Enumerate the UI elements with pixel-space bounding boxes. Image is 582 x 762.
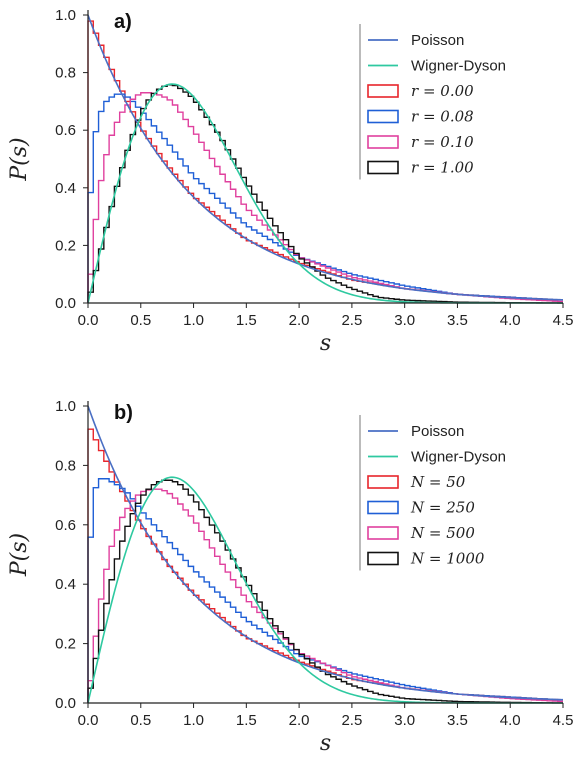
legend-label-r-1-00: r = 1.00	[411, 159, 474, 177]
y-tick-label: 0.6	[55, 122, 76, 139]
x-tick-label: 4.5	[553, 312, 574, 329]
histogram-n-50	[87, 428, 563, 703]
y-axis-label: P(s)	[7, 137, 32, 181]
legend-label-n-1000: N = 1000	[410, 550, 485, 568]
x-tick-label: 4.5	[553, 712, 574, 729]
y-tick-label: 0.0	[55, 295, 76, 312]
x-tick-label: 0.0	[78, 312, 99, 329]
y-tick-label: 1.0	[55, 7, 76, 24]
y-axis-label: P(s)	[7, 533, 32, 577]
chart-panel-2: 0.0 0.5 1.0 1.5 2.0 2.5 3.0 3.5 4.0 4.5 0.0 0.2 0.4 0…	[7, 398, 573, 756]
y-tick-label: 0.4	[55, 576, 76, 593]
x-tick-label: 0.5	[130, 312, 151, 329]
legend-swatch-r-0-08	[367, 109, 399, 124]
histogram-n-1000	[87, 479, 563, 704]
legend-swatch-n-500	[367, 526, 399, 540]
legend-label-n-50: N = 50	[410, 473, 466, 491]
x-tick-label: 2.5	[341, 312, 362, 329]
x-tick-label: 3.0	[394, 312, 415, 329]
chart-panel-1: 0.0 0.5 1.0 1.5 2.0 2.5 3.0 3.5 4.0 4.5 0.0 0.2 0.4 0…	[7, 7, 573, 356]
legend-swatch-n-1000	[367, 551, 399, 566]
y-tick-label: 0.8	[55, 65, 76, 82]
legend-label-r-0-10: r = 0.10	[411, 133, 474, 151]
legend-swatch-r-0-10	[367, 135, 399, 149]
legend-swatch-r-0-00	[367, 84, 399, 98]
legend-swatch-n-250	[367, 500, 399, 515]
legend-label-r-0-00: r = 0.00	[411, 82, 474, 100]
x-tick-label: 1.5	[236, 312, 257, 329]
x-tick-label: 2.0	[289, 312, 310, 329]
y-tick-label: 0.4	[55, 180, 76, 197]
legend-label-wigner-dyson: Wigner-Dyson	[411, 58, 506, 75]
y-tick-label: 0.8	[55, 457, 76, 474]
y-tick-label: 0.0	[55, 695, 76, 712]
y-tick-label: 0.2	[55, 636, 76, 653]
legend-label-n-250: N = 250	[410, 499, 475, 517]
x-axis-label: s	[320, 331, 331, 356]
x-tick-label: 3.0	[394, 712, 415, 729]
series-line-poisson	[87, 14, 564, 301]
legend-label-r-0-08: r = 0.08	[411, 108, 474, 126]
x-tick-label: 4.0	[500, 312, 521, 329]
legend-label-poisson: Poisson	[411, 423, 464, 440]
legend-swatch-n-50	[367, 475, 399, 489]
x-tick-label: 1.0	[183, 712, 204, 729]
x-tick-label: 1.0	[183, 312, 204, 329]
y-tick-label: 1.0	[55, 398, 76, 415]
legend-label-poisson: Poisson	[411, 32, 464, 49]
x-tick-label: 1.5	[236, 712, 257, 729]
panel-label: a)	[114, 11, 132, 33]
legend-swatch-r-1-00	[367, 160, 399, 175]
x-tick-label: 3.5	[447, 712, 468, 729]
panel-label: b)	[114, 402, 133, 424]
series-line-poisson	[87, 405, 564, 701]
legend-label-wigner-dyson: Wigner-Dyson	[411, 449, 506, 466]
x-tick-label: 0.5	[130, 712, 151, 729]
legend-label-n-500: N = 500	[410, 524, 475, 542]
x-tick-label: 3.5	[447, 312, 468, 329]
y-tick-label: 0.6	[55, 517, 76, 534]
y-tick-label: 0.2	[55, 237, 76, 254]
x-tick-label: 0.0	[78, 712, 99, 729]
x-tick-label: 2.0	[289, 712, 310, 729]
x-tick-label: 2.5	[341, 712, 362, 729]
x-axis-label: s	[320, 731, 331, 756]
x-tick-label: 4.0	[500, 712, 521, 729]
